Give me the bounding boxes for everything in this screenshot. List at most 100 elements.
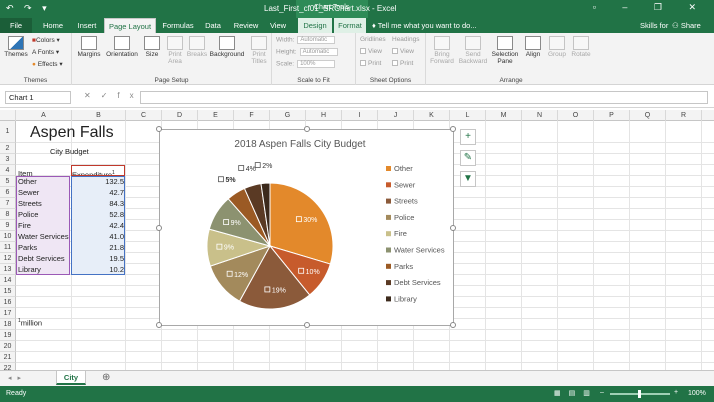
column-header-k[interactable]: K — [414, 110, 450, 121]
resize-handle[interactable] — [156, 225, 162, 231]
column-header-l[interactable]: L — [450, 110, 486, 121]
row-header-14[interactable]: 14 — [0, 275, 16, 286]
row-header-16[interactable]: 16 — [0, 297, 16, 308]
margins-button[interactable]: Margins — [76, 36, 102, 58]
formula-input[interactable] — [140, 91, 708, 104]
row-header-17[interactable]: 17 — [0, 308, 16, 319]
resize-handle[interactable] — [304, 126, 310, 132]
selection-pane-button[interactable]: Selection Pane — [490, 36, 520, 65]
tab-page-layout[interactable]: Page Layout — [104, 18, 156, 33]
row-header-3[interactable]: 3 — [0, 154, 16, 165]
resize-handle[interactable] — [450, 322, 456, 328]
header-item[interactable]: Item — [18, 169, 33, 178]
send-backward-button[interactable]: Send Backward — [458, 36, 488, 65]
enter-icon[interactable]: ✓ — [100, 91, 118, 100]
row-header-7[interactable]: 7 — [0, 198, 16, 209]
column-header-d[interactable]: D — [162, 110, 198, 121]
cell-item-name[interactable]: Other — [18, 177, 37, 186]
chart-elements-button[interactable]: + — [460, 129, 476, 145]
column-header-o[interactable]: O — [558, 110, 594, 121]
tab-home[interactable]: Home — [42, 21, 63, 30]
zoom-thumb[interactable] — [638, 390, 641, 398]
pie-chart[interactable]: 2018 Aspen Falls City Budget 30% 10% 19% 12%… — [156, 126, 456, 328]
height-dropdown[interactable]: Automatic — [299, 48, 338, 56]
tab-review[interactable]: Review — [233, 21, 259, 30]
zoom-level[interactable]: 100% — [688, 390, 706, 397]
gridlines-view-check[interactable]: View — [360, 48, 382, 55]
zoom-slider[interactable] — [610, 390, 670, 398]
row-header-19[interactable]: 19 — [0, 330, 16, 341]
cell-item-value[interactable]: 19.5 — [109, 254, 124, 263]
background-button[interactable]: Background — [208, 36, 246, 58]
row-header-13[interactable]: 13 — [0, 264, 16, 275]
name-box[interactable]: Chart 1 — [5, 91, 71, 104]
row-header-18[interactable]: 18 — [0, 319, 16, 330]
cell-item-name[interactable]: Police — [18, 210, 39, 219]
row-header-4[interactable]: 4 — [0, 165, 16, 176]
tab-view[interactable]: View — [269, 21, 287, 30]
column-header-g[interactable]: G — [270, 110, 306, 121]
cell-item-name[interactable]: Streets — [18, 199, 42, 208]
row-header-2[interactable]: 2 — [0, 143, 16, 154]
cell-item-value[interactable]: 42.7 — [109, 188, 124, 197]
row-header-15[interactable]: 15 — [0, 286, 16, 297]
row-header-8[interactable]: 8 — [0, 209, 16, 220]
tab-file[interactable]: File — [0, 18, 32, 33]
column-header-a[interactable]: A — [16, 110, 72, 121]
row-header-1[interactable]: 1 — [0, 121, 16, 143]
row-header-21[interactable]: 21 — [0, 352, 16, 363]
cell-item-name[interactable]: Debt Services — [18, 254, 65, 263]
size-button[interactable]: Size — [142, 36, 162, 58]
tab-insert[interactable]: Insert — [77, 21, 97, 30]
add-sheet-icon[interactable]: ⊕ — [102, 372, 111, 383]
column-header-h[interactable]: H — [306, 110, 342, 121]
share-button[interactable]: ⚇ Share — [672, 18, 712, 33]
resize-handle[interactable] — [450, 126, 456, 132]
chart-filters-button[interactable]: ▼ — [460, 171, 476, 187]
quick-access-toolbar[interactable]: ↶ ↷ ▾ — [6, 3, 51, 13]
cell-item-value[interactable]: 132.5 — [105, 177, 124, 186]
column-header-q[interactable]: Q — [630, 110, 666, 121]
insert-function-icon[interactable]: fx — [117, 91, 144, 100]
tab-data[interactable]: Data — [205, 21, 221, 30]
column-header-e[interactable]: E — [198, 110, 234, 121]
cell-item-name[interactable]: Sewer — [18, 188, 40, 197]
breaks-button[interactable]: Breaks — [186, 36, 208, 58]
cell-item-value[interactable]: 42.4 — [109, 221, 124, 230]
headings-view-check[interactable]: View — [392, 48, 414, 55]
headings-print-check[interactable]: Print — [392, 60, 413, 67]
footnote[interactable]: 1million — [18, 316, 42, 328]
tab-formulas[interactable]: Formulas — [162, 21, 194, 30]
column-header-n[interactable]: N — [522, 110, 558, 121]
cell-item-name[interactable]: Library — [18, 265, 41, 274]
group-button[interactable]: Group — [546, 36, 568, 58]
resize-handle[interactable] — [156, 126, 162, 132]
tab-format[interactable]: Format — [334, 18, 366, 33]
gridlines-print-check[interactable]: Print — [360, 60, 381, 67]
resize-handle[interactable] — [156, 322, 162, 328]
zoom-out-icon[interactable]: – — [600, 389, 604, 396]
row-header-10[interactable]: 10 — [0, 231, 16, 242]
cell-item-value[interactable]: 10.2 — [109, 265, 124, 274]
sheet-subtitle[interactable]: City Budget — [50, 147, 89, 156]
print-titles-button[interactable]: Print Titles — [248, 36, 270, 65]
cancel-icon[interactable]: ✕ — [84, 91, 101, 100]
column-header-b[interactable]: B — [72, 110, 126, 121]
tab-design[interactable]: Design — [298, 18, 332, 33]
column-header-p[interactable]: P — [594, 110, 630, 121]
row-header-12[interactable]: 12 — [0, 253, 16, 264]
cell-item-value[interactable]: 21.8 — [109, 243, 124, 252]
width-row[interactable]: Width: Automatic — [276, 36, 336, 44]
cell-item-value[interactable]: 52.8 — [109, 210, 124, 219]
cell-item-name[interactable]: Fire — [18, 221, 31, 230]
align-button[interactable]: Align — [522, 36, 544, 58]
sheet-title[interactable]: Aspen Falls — [30, 124, 114, 141]
row-header-6[interactable]: 6 — [0, 187, 16, 198]
rotate-button[interactable]: Rotate — [570, 36, 592, 58]
column-header-f[interactable]: F — [234, 110, 270, 121]
row-header-9[interactable]: 9 — [0, 220, 16, 231]
view-buttons[interactable]: ▦▤▥ — [554, 390, 598, 397]
width-dropdown[interactable]: Automatic — [297, 36, 336, 44]
scale-spinner[interactable]: 100% — [297, 60, 336, 68]
print-area-button[interactable]: Print Area — [164, 36, 186, 65]
